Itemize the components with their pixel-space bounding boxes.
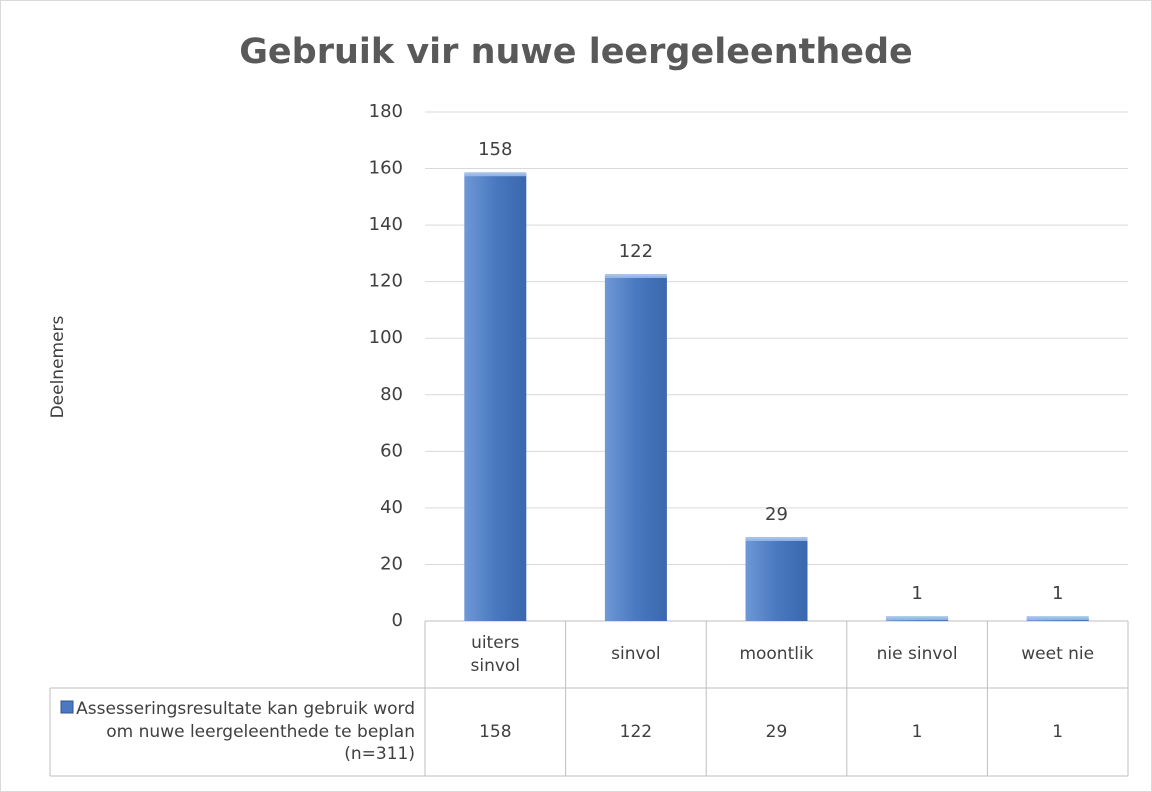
table-value: 1 [847, 688, 988, 776]
legend-label: Assesseringsresultate kan gebruik word o… [76, 688, 415, 776]
category-label: weet nie [987, 621, 1128, 688]
table-value-text: 158 [479, 721, 512, 742]
data-label: 158 [478, 139, 512, 160]
table-value: 29 [706, 688, 847, 776]
y-tick-label: 160 [369, 158, 403, 179]
y-tick-label: 80 [380, 384, 403, 405]
y-tick-label: 140 [369, 214, 403, 235]
y-tick-label: 180 [369, 101, 403, 122]
category-label-text: nie sinvol [876, 644, 958, 665]
table-value: 122 [566, 688, 707, 776]
category-label-text: weet nie [1021, 644, 1095, 665]
data-label: 1 [911, 583, 922, 604]
y-tick-label: 120 [369, 271, 403, 292]
bar-cap [745, 536, 808, 541]
category-label: uiters sinvol [425, 621, 566, 688]
y-tick-label: 100 [369, 327, 403, 348]
bar [745, 538, 808, 621]
bar [464, 174, 527, 621]
legend-label-text: Assesseringsresultate kan gebruik word o… [76, 698, 415, 765]
bar-cap [886, 616, 949, 621]
table-value: 158 [425, 688, 566, 776]
category-label-text: uiters sinvol [470, 632, 521, 676]
legend-swatch [60, 700, 74, 714]
bar-cap [1026, 616, 1089, 621]
y-tick-label: 60 [380, 440, 403, 461]
bar-cap [604, 274, 667, 279]
category-label-text: sinvol [611, 644, 661, 665]
table-value: 1 [987, 688, 1128, 776]
y-axis-label: Deelnemers [48, 315, 68, 418]
bar [604, 276, 667, 621]
category-label: moontlik [706, 621, 847, 688]
category-label: sinvol [566, 621, 707, 688]
data-label: 1 [1052, 583, 1063, 604]
data-label: 122 [619, 241, 653, 262]
y-tick-label: 20 [380, 553, 403, 574]
category-label-text: moontlik [739, 644, 814, 665]
category-label: nie sinvol [847, 621, 988, 688]
bar-cap [464, 172, 527, 177]
data-label: 29 [765, 504, 788, 525]
y-tick-label: 40 [380, 497, 403, 518]
table-value-text: 29 [765, 721, 788, 742]
table-value-text: 122 [619, 721, 653, 742]
y-tick-label: 0 [392, 610, 403, 631]
table-value-text: 1 [1052, 721, 1064, 742]
table-value-text: 1 [911, 721, 923, 742]
chart-title: Gebruik vir nuwe leergeleenthede [239, 32, 913, 72]
